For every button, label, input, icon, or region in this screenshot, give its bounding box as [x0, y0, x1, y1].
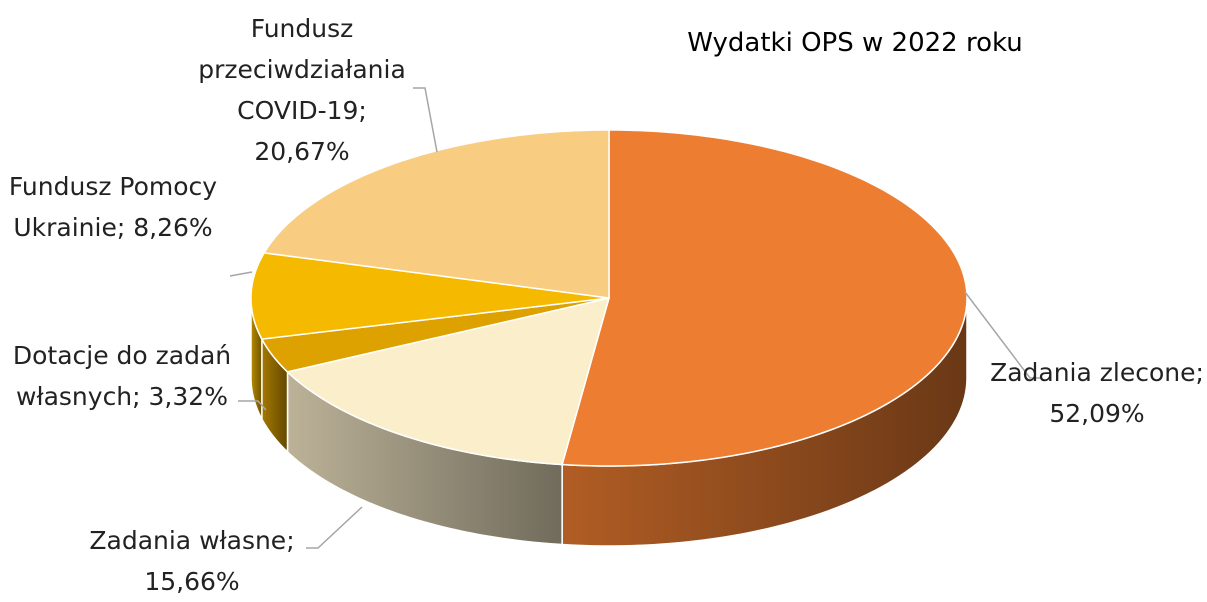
leader-line	[306, 507, 362, 548]
data-label: Fundusz Pomocy Ukrainie; 8,26%	[3, 166, 223, 248]
data-label: Zadania własne; 15,66%	[75, 520, 310, 602]
leader-line	[230, 272, 252, 276]
data-label: Dotacje do zadań własnych; 3,32%	[7, 335, 237, 417]
data-label: Zadania zlecone; 52,09%	[985, 352, 1207, 434]
chart-title: Wydatki OPS w 2022 roku	[687, 28, 1022, 58]
data-label: Fundusz przeciwdziałania COVID-19; 20,67…	[187, 8, 417, 172]
